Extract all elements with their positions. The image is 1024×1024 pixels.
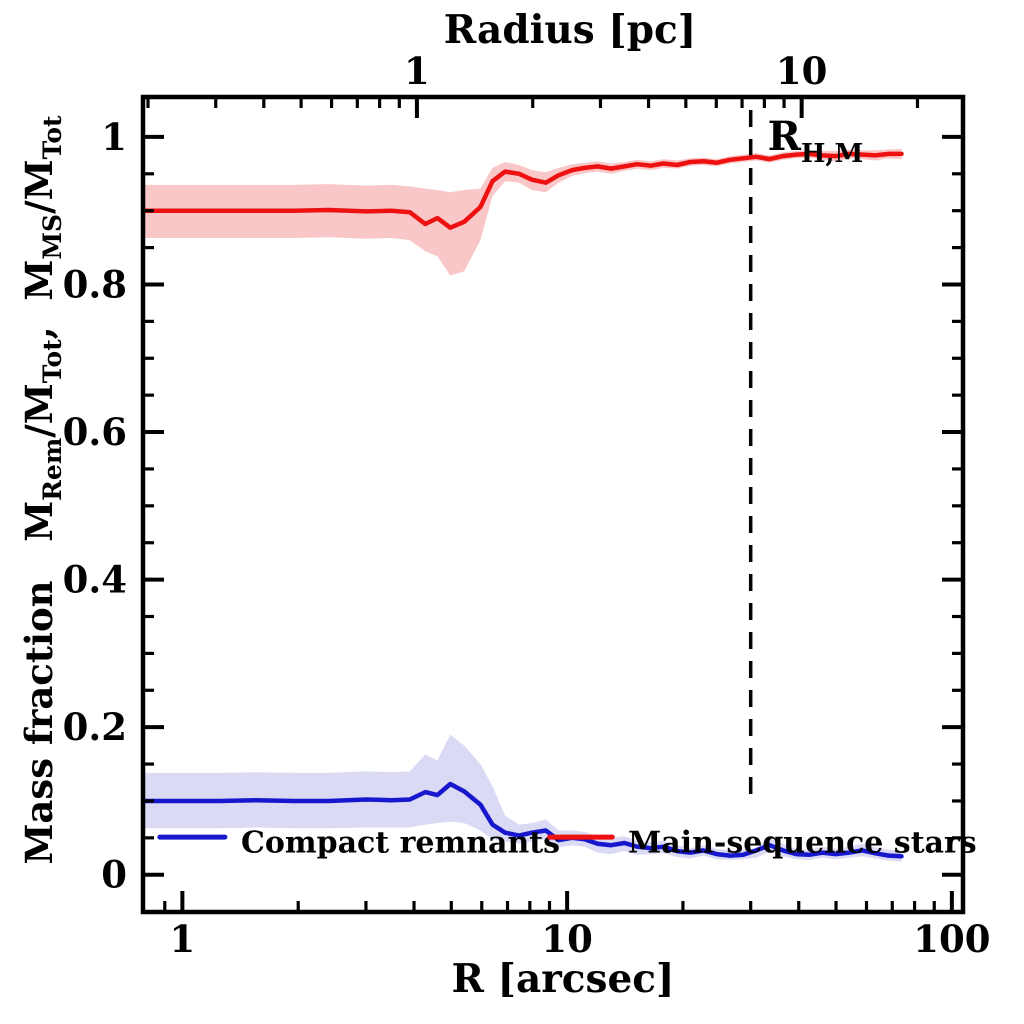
y-tick-label-0.4: 0.4	[63, 558, 127, 602]
legend-label-compact-remnants: Compact remnants	[241, 826, 560, 861]
y-axis-title-subscript: Tot	[38, 115, 67, 159]
y-axis-title-part: , M	[17, 260, 61, 340]
y-axis-title-part: /M	[17, 159, 61, 213]
compact-remnants-line	[143, 781, 904, 859]
half-mass-label-subscript: H,M	[801, 139, 863, 169]
y-axis-title: Mass fraction MRem/MTot, MMS/MTot	[17, 115, 67, 865]
y-axis-title-subscript: Rem	[38, 438, 67, 501]
y-tick-label-0.8: 0.8	[63, 262, 127, 306]
y-tick-label-1: 1	[101, 115, 127, 159]
legend-label-main-sequence-stars: Main-sequence stars	[628, 826, 977, 861]
y-axis-title-part: /M	[17, 383, 61, 437]
bottom-axis-title: R [arcsec]	[452, 956, 675, 1002]
top-axis-title: Radius [pc]	[444, 7, 696, 53]
x-tick-label-10: 10	[541, 917, 593, 961]
top-tick-label-1: 1	[404, 49, 430, 93]
y-tick-label-0.6: 0.6	[63, 410, 127, 454]
y-axis-title-subscript: MS	[38, 214, 67, 260]
x-tick-label-100: 100	[913, 917, 990, 961]
x-tick-label-1: 1	[170, 917, 196, 961]
y-axis-title-part: Mass fraction M	[17, 501, 61, 865]
top-tick-label-10: 10	[776, 49, 828, 93]
y-tick-label-0: 0	[101, 853, 127, 897]
plot-area	[143, 109, 904, 862]
half-mass-radius-label: RH,M	[768, 113, 864, 169]
y-axis-title-subscript: Tot	[38, 339, 67, 383]
y-tick-label-0.2: 0.2	[63, 705, 127, 749]
main-sequence-line	[143, 151, 904, 230]
axis-ticks	[143, 97, 963, 912]
half-mass-label-main: R	[768, 113, 802, 160]
